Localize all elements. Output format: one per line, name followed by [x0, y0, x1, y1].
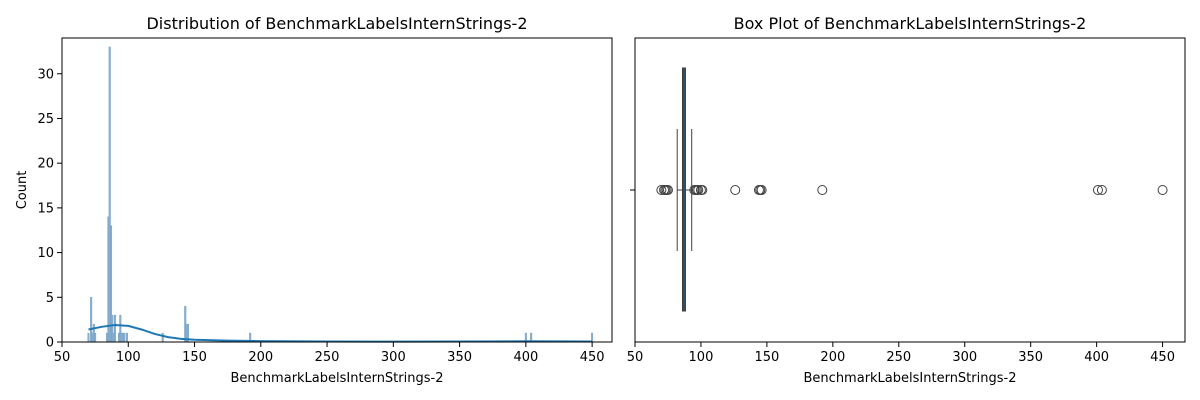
- histogram-y-tick-label-25: 25: [37, 112, 54, 127]
- boxplot-x-tick-label-450: 450: [1150, 350, 1175, 365]
- histogram-y-tick-label-5: 5: [46, 291, 54, 306]
- histogram-bars: [87, 46, 594, 343]
- boxplot-outlier-11: [730, 185, 741, 195]
- boxplot-outlier-17: [1096, 185, 1107, 195]
- histogram-bar-11: [114, 314, 117, 343]
- histogram-x-tick-label-400: 400: [513, 350, 538, 365]
- histogram-x-ticks: 50 100 150 200 250 300 350 400 450: [54, 342, 605, 365]
- boxplot-x-label: BenchmarkLabelsInternStrings-2: [804, 371, 1017, 386]
- boxplot-outlier-10: [697, 185, 708, 195]
- boxplot-outlier-15: [817, 185, 828, 195]
- boxplot-outlier-18: [1157, 185, 1168, 195]
- histogram-y-label: Count: [15, 171, 30, 210]
- boxplot-outlier-8: [693, 185, 704, 195]
- histogram-bar-18: [161, 332, 164, 343]
- boxplot-outlier-16: [1092, 185, 1103, 195]
- boxplot-outlier-0: [656, 185, 667, 195]
- histogram-y-tick-label-15: 15: [37, 201, 54, 216]
- boxplot-x-tick-label-200: 200: [820, 350, 845, 365]
- histogram-bar-17: [125, 332, 128, 343]
- histogram-x-tick-label-50: 50: [54, 350, 71, 365]
- boxplot-x-tick-label-300: 300: [952, 350, 977, 365]
- boxplot-marks: [656, 67, 1168, 312]
- histogram-title: Distribution of BenchmarkLabelsInternStr…: [146, 14, 527, 33]
- histogram-x-tick-label-200: 200: [248, 350, 273, 365]
- boxplot-x-tick-label-250: 250: [886, 350, 911, 365]
- histogram-bar-16: [123, 332, 126, 343]
- boxplot-x-tick-label-100: 100: [689, 350, 714, 365]
- histogram-x-tick-label-300: 300: [381, 350, 406, 365]
- boxplot-x-tick-label-400: 400: [1084, 350, 1109, 365]
- boxplot-x-ticks: 50 100 150 200 250 300 350 400 450: [627, 342, 1175, 365]
- histogram-x-tick-label-350: 350: [447, 350, 472, 365]
- histogram-x-tick-label-100: 100: [116, 350, 141, 365]
- histogram-y-tick-label-30: 30: [37, 67, 54, 82]
- boxplot-panel: Box Plot of BenchmarkLabelsInternStrings…: [627, 14, 1186, 386]
- boxplot-x-tick-label-150: 150: [754, 350, 779, 365]
- histogram-y-tick-label-0: 0: [46, 336, 54, 351]
- kde-curve: [88, 324, 593, 343]
- histogram-axes-frame: [61, 37, 613, 343]
- histogram-panel: Distribution of BenchmarkLabelsInternStr…: [15, 14, 613, 386]
- histogram-bar-4: [94, 332, 97, 343]
- histogram-y-tick-label-10: 10: [37, 246, 54, 261]
- histogram-x-tick-label-150: 150: [182, 350, 207, 365]
- boxplot-x-tick-label-350: 350: [1018, 350, 1043, 365]
- histogram-x-tick-label-450: 450: [580, 350, 605, 365]
- histogram-y-tick-label-20: 20: [37, 157, 54, 172]
- boxplot-outlier-14: [756, 185, 767, 195]
- boxplot-title: Box Plot of BenchmarkLabelsInternStrings…: [734, 14, 1087, 33]
- histogram-x-label: BenchmarkLabelsInternStrings-2: [231, 371, 444, 386]
- boxplot-outlier-4: [662, 185, 673, 195]
- histogram-y-ticks: 0 5 10 15 20 25 30: [37, 67, 62, 351]
- histogram-x-tick-label-250: 250: [315, 350, 340, 365]
- histogram-bar-0: [87, 332, 90, 343]
- boxplot-x-tick-label-50: 50: [627, 350, 644, 365]
